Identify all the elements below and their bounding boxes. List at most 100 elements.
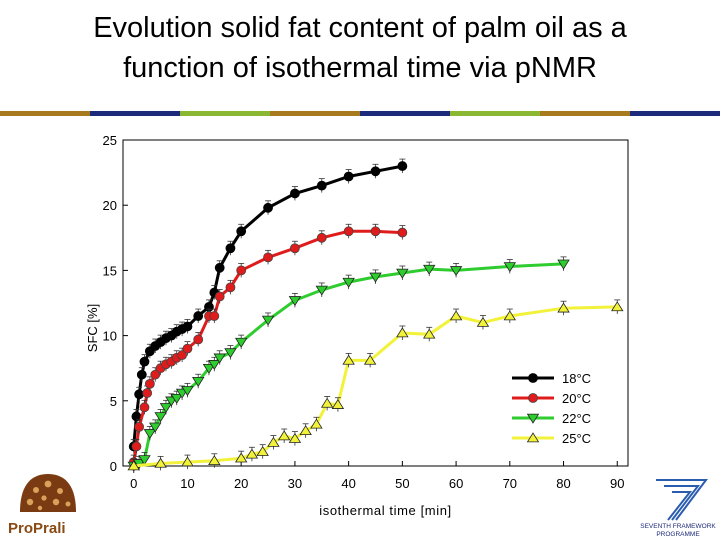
- x-tick-label: 70: [503, 476, 517, 491]
- data-point-22c: [315, 285, 328, 296]
- data-point-20c: [150, 369, 161, 380]
- data-point-18c: [370, 166, 381, 177]
- rule-segment: [270, 111, 360, 116]
- rule-segment: [360, 111, 450, 116]
- data-point-22c: [224, 348, 237, 359]
- y-tick-label: 15: [103, 263, 117, 278]
- data-point-25c: [342, 354, 355, 365]
- legend-label: 25°C: [562, 431, 591, 446]
- x-tick-label: 80: [556, 476, 570, 491]
- data-point-25c: [396, 327, 409, 338]
- data-point-25c: [449, 310, 463, 321]
- legend-marker: [528, 373, 538, 383]
- data-point-20c: [209, 311, 220, 321]
- data-point-20c: [131, 441, 142, 452]
- data-point-25c: [557, 302, 570, 313]
- data-point-18c: [290, 188, 300, 199]
- data-point-25c: [310, 418, 323, 429]
- data-point-20c: [370, 226, 381, 237]
- data-point-20c: [139, 402, 150, 413]
- rule-segment: [450, 111, 540, 116]
- data-point-18c: [236, 226, 247, 237]
- data-point-22c: [288, 296, 302, 307]
- series-18c: [128, 158, 408, 454]
- logo-praline-shape: [20, 474, 76, 512]
- series-20c: [128, 223, 408, 470]
- data-point-22c: [213, 353, 226, 364]
- data-point-22c: [154, 412, 167, 423]
- legend-marker: [528, 393, 538, 403]
- rule-segment: [630, 111, 720, 116]
- data-point-22c: [234, 337, 248, 348]
- data-point-25c: [288, 432, 302, 443]
- data-point-22c: [342, 277, 355, 288]
- data-point-20c: [263, 252, 273, 263]
- data-point-18c: [193, 311, 204, 321]
- data-point-25c: [267, 436, 280, 447]
- x-tick-label: 40: [341, 476, 355, 491]
- x-tick-label: 90: [610, 476, 624, 491]
- x-tick-label: 50: [395, 476, 409, 491]
- data-point-20c: [236, 265, 247, 276]
- data-point-22c: [181, 386, 194, 397]
- data-point-25c: [277, 430, 291, 441]
- y-tick-label: 20: [103, 198, 117, 213]
- rule-segment: [540, 111, 630, 116]
- data-point-22c: [138, 455, 151, 466]
- series-line-25c: [133, 305, 618, 468]
- data-point-25c: [423, 328, 436, 339]
- legend-label: 20°C: [562, 391, 591, 406]
- x-tick-label: 10: [180, 476, 194, 491]
- slide-title: Evolution solid fat content of palm oil …: [0, 8, 720, 88]
- data-point-22c: [202, 363, 216, 374]
- data-point-20c: [225, 282, 236, 293]
- data-point-25c: [245, 448, 259, 459]
- data-point-25c: [611, 301, 624, 312]
- x-tick-label: 30: [288, 476, 302, 491]
- propraline-logo: ProPrali: [8, 474, 76, 537]
- data-point-22c: [208, 360, 221, 370]
- data-point-25c: [503, 310, 517, 321]
- data-point-18c: [225, 243, 236, 254]
- plot-frame: [122, 139, 629, 467]
- data-point-18c: [182, 321, 193, 332]
- data-point-18c: [397, 161, 408, 171]
- data-point-20c: [142, 388, 153, 398]
- data-point-18c: [134, 389, 145, 400]
- data-point-20c: [193, 334, 204, 345]
- x-tick-label: 0: [130, 476, 137, 491]
- data-point-25c: [256, 445, 269, 456]
- data-point-18c: [316, 180, 327, 191]
- sfc-chart: 0 5 10 15 20 25 0 10 20 30 40 50 60 70 80 90 isothermal …: [85, 133, 629, 518]
- fp7-logo: SEVENTH FRAMEWORK PROGRAMME: [640, 479, 716, 538]
- data-point-25c: [299, 425, 312, 436]
- data-point-18c: [263, 202, 273, 213]
- data-point-20c: [134, 421, 145, 432]
- data-point-25c: [476, 316, 490, 327]
- data-point-20c: [316, 232, 327, 243]
- logo-seven-stroke: [656, 479, 708, 521]
- data-point-20c: [144, 378, 155, 389]
- data-point-20c: [343, 226, 354, 237]
- rule-segment: [180, 111, 270, 116]
- data-point-22c: [261, 315, 275, 326]
- data-point-18c: [139, 356, 150, 367]
- y-tick-label: 0: [110, 459, 117, 474]
- logo-right-text-2: PROGRAMME: [656, 531, 700, 538]
- title-divider-rule: [0, 111, 720, 116]
- series-line-20c: [132, 229, 403, 463]
- data-point-25c: [320, 397, 334, 408]
- rule-segment: [0, 111, 90, 116]
- data-point-25c: [208, 455, 221, 466]
- data-point-20c: [397, 227, 408, 238]
- data-point-22c: [449, 266, 463, 277]
- legend-label: 22°C: [562, 411, 591, 426]
- series-25c: [127, 299, 624, 473]
- x-tick-label: 20: [234, 476, 248, 491]
- data-point-25c: [127, 460, 140, 471]
- data-point-18c: [214, 262, 225, 273]
- data-point-22c: [369, 272, 382, 283]
- rule-segment: [90, 111, 180, 116]
- logo-right-text-1: SEVENTH FRAMEWORK: [640, 523, 716, 530]
- data-point-20c: [182, 343, 193, 354]
